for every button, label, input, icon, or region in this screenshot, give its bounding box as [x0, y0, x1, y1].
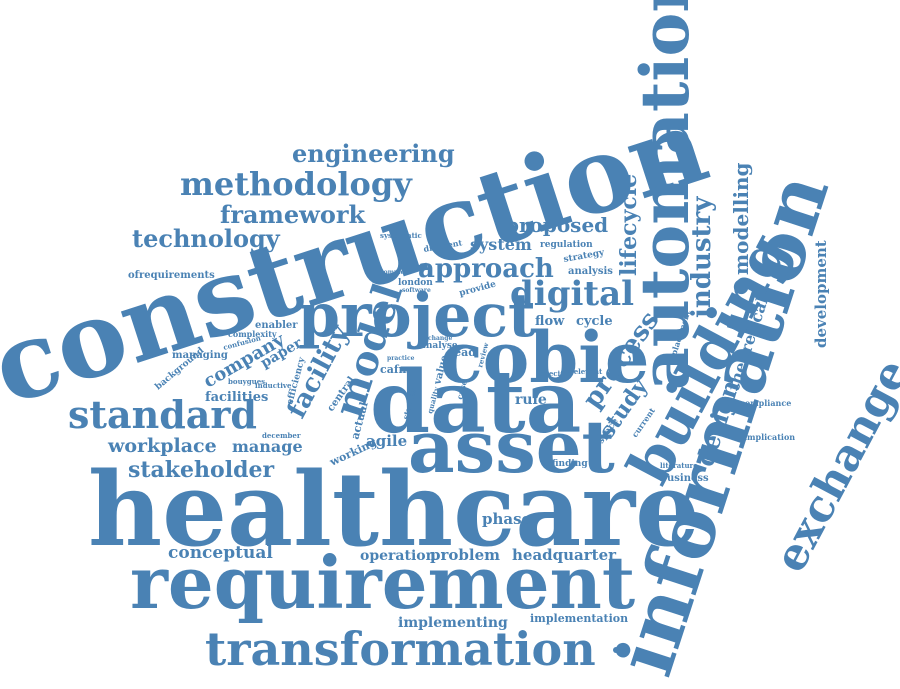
word-methodology: methodology — [180, 165, 413, 203]
word-software: software — [402, 287, 431, 294]
word-enabler: enabler — [255, 320, 298, 331]
word-flow: flow — [535, 314, 565, 329]
word-business: business — [660, 473, 709, 484]
word-lead: lead — [450, 346, 476, 359]
word-industry: industry — [687, 196, 717, 318]
word-lifecycle: lifecycle — [616, 174, 642, 276]
word-regulation: regulation — [540, 240, 593, 250]
word-cycle: cycle — [576, 314, 613, 329]
word-workplace: workplace — [107, 435, 217, 457]
word-approach: approach — [418, 254, 554, 284]
word-specific: specific — [540, 369, 570, 378]
word-phase: phase — [482, 510, 531, 528]
word-change: change — [428, 335, 452, 342]
word-rule: rule — [515, 392, 547, 408]
word-transformation: transformation — [205, 622, 596, 676]
word-systematic: systematic — [380, 231, 422, 240]
word-compliance: compliance — [740, 398, 791, 408]
word-complete: complete — [380, 269, 411, 276]
word-london: london — [398, 278, 433, 288]
word-proposed: proposed — [505, 213, 608, 237]
word-framework: framework — [220, 200, 366, 229]
word-case: case — [454, 379, 469, 401]
word-standard: standard — [68, 392, 257, 437]
word-engineering: engineering — [292, 139, 455, 168]
word-conceptual: conceptual — [168, 543, 273, 563]
word-modelling: modelling — [729, 162, 753, 275]
word-requirement: requirement — [130, 540, 635, 625]
word-implication: implication — [744, 432, 795, 442]
word-facilities: facilities — [205, 390, 268, 405]
word-headquarter: headquarter — [512, 546, 617, 564]
word-analyse: analyse — [420, 341, 458, 351]
word-asset: asset — [408, 404, 615, 489]
word-project: project — [298, 281, 536, 351]
word-development: development — [812, 240, 830, 348]
word-agile: agile — [366, 432, 407, 450]
word-bouygues: bouygues — [228, 377, 265, 386]
word-finding: finding — [552, 459, 588, 469]
word-literature: literature — [660, 461, 698, 470]
word-healthcare: healthcare — [88, 450, 700, 570]
word-data: data — [370, 352, 581, 453]
word-technology: technology — [132, 224, 281, 253]
word-relevant: relevant — [570, 367, 603, 376]
word-managing: managing — [172, 350, 228, 361]
word-automation: automation — [626, 0, 704, 390]
word-implementation: implementation — [530, 612, 628, 625]
word-ofrequirements: ofrequirements — [128, 270, 215, 281]
word-cafm: cafm — [380, 363, 411, 376]
word-stakeholder: stakeholder — [128, 457, 274, 483]
word-exchange: exchange — [765, 351, 900, 580]
word-problem: problem — [430, 546, 500, 564]
word-inductive: inductive — [255, 381, 292, 390]
word-strategy: strategy — [563, 248, 606, 265]
word-practice: practice — [387, 355, 415, 362]
word-analysis: analysis — [568, 266, 613, 277]
decorative-dot — [613, 647, 619, 653]
word-digital: digital — [510, 274, 634, 314]
word-december: december — [262, 431, 301, 440]
word-implementing: implementing — [398, 615, 508, 631]
word-operation: operation — [360, 548, 436, 564]
word-system: system — [470, 235, 532, 254]
word-manage: manage — [232, 437, 303, 456]
word-complexity: complexity — [228, 329, 277, 339]
word-cobie: cobie — [440, 316, 649, 399]
